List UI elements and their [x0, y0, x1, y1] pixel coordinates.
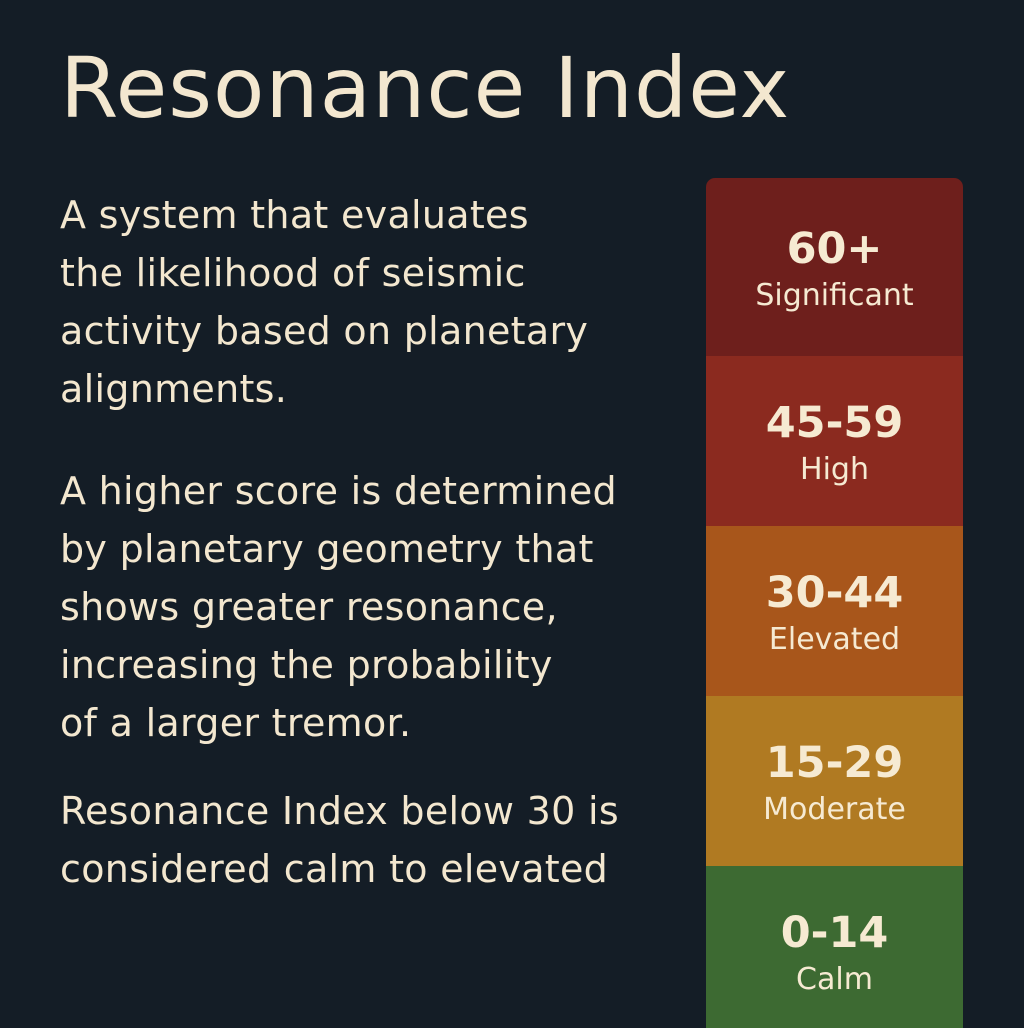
- band-range: 60+: [786, 224, 883, 274]
- band-range: 0-14: [780, 908, 889, 958]
- description-line: considered calm to elevated: [60, 847, 609, 891]
- band-label: Elevated: [768, 622, 901, 657]
- description-line: shows greater resonance,: [60, 585, 558, 629]
- description-line: Resonance Index below 30 is: [60, 789, 619, 833]
- band-range: 45-59: [765, 398, 904, 448]
- description-line: the likelihood of seismic: [60, 251, 526, 295]
- band-label: Calm: [796, 962, 873, 997]
- scale-band-moderate: 15-29 Moderate: [706, 696, 963, 866]
- resonance-scale: 60+ Significant 45-59 High 30-44 Elevate…: [706, 178, 963, 1028]
- description-line: A system that evaluates: [60, 193, 529, 237]
- band-label: Moderate: [763, 792, 906, 827]
- scale-band-high: 45-59 High: [706, 356, 963, 526]
- description-line: alignments.: [60, 367, 288, 411]
- description-line: increasing the probability: [60, 643, 553, 687]
- scale-band-elevated: 30-44 Elevated: [706, 526, 963, 696]
- band-range: 30-44: [765, 568, 904, 618]
- description-line: of a larger tremor.: [60, 701, 412, 745]
- description-paragraph-1: A system that evaluates the likelihood o…: [60, 186, 690, 418]
- page-title: Resonance Index: [60, 39, 791, 137]
- scale-band-calm: 0-14 Calm: [706, 866, 963, 1028]
- description-paragraph-2: A higher score is determined by planetar…: [60, 462, 690, 752]
- description-line: by planetary geometry that: [60, 527, 594, 571]
- description-paragraph-3: Resonance Index below 30 is considered c…: [60, 782, 690, 898]
- description-line: A higher score is determined: [60, 469, 617, 513]
- band-label: Significant: [755, 278, 914, 313]
- band-label: High: [800, 452, 869, 487]
- scale-band-significant: 60+ Significant: [706, 178, 963, 356]
- description-line: activity based on planetary: [60, 309, 589, 353]
- band-range: 15-29: [765, 738, 904, 788]
